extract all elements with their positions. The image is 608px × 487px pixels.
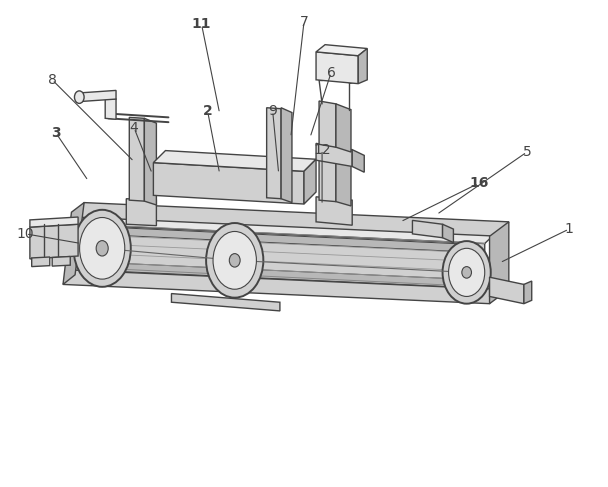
Polygon shape xyxy=(319,101,336,147)
Text: 7: 7 xyxy=(300,15,308,29)
Polygon shape xyxy=(443,224,454,243)
Text: 1: 1 xyxy=(565,222,573,236)
Polygon shape xyxy=(126,199,156,225)
Polygon shape xyxy=(267,108,281,199)
Polygon shape xyxy=(316,143,352,167)
Polygon shape xyxy=(358,49,367,84)
Polygon shape xyxy=(130,117,144,201)
Polygon shape xyxy=(352,150,364,172)
Polygon shape xyxy=(75,203,509,236)
Ellipse shape xyxy=(443,241,491,304)
Polygon shape xyxy=(87,226,472,252)
Polygon shape xyxy=(63,270,498,304)
Polygon shape xyxy=(75,224,485,294)
Polygon shape xyxy=(304,159,316,204)
Polygon shape xyxy=(412,221,443,238)
Polygon shape xyxy=(30,217,78,227)
Text: 16: 16 xyxy=(469,176,488,190)
Polygon shape xyxy=(316,197,352,225)
Ellipse shape xyxy=(80,218,125,279)
Polygon shape xyxy=(153,163,304,204)
Ellipse shape xyxy=(74,210,131,287)
Polygon shape xyxy=(489,277,524,304)
Polygon shape xyxy=(336,104,351,152)
Text: 9: 9 xyxy=(268,104,277,118)
Text: 4: 4 xyxy=(130,121,139,135)
Text: 10: 10 xyxy=(17,227,35,241)
Polygon shape xyxy=(105,98,116,119)
Polygon shape xyxy=(144,118,156,205)
Ellipse shape xyxy=(74,91,84,103)
Ellipse shape xyxy=(449,248,485,297)
Polygon shape xyxy=(87,262,472,288)
Text: 2: 2 xyxy=(202,104,212,118)
Polygon shape xyxy=(489,222,509,304)
Polygon shape xyxy=(32,257,50,266)
Polygon shape xyxy=(81,91,116,101)
Polygon shape xyxy=(171,294,280,311)
Polygon shape xyxy=(316,52,358,84)
Ellipse shape xyxy=(213,231,257,289)
Polygon shape xyxy=(153,150,316,171)
Text: 6: 6 xyxy=(326,66,336,79)
Text: 5: 5 xyxy=(522,145,531,159)
Polygon shape xyxy=(336,157,351,206)
Text: 3: 3 xyxy=(51,126,61,140)
Ellipse shape xyxy=(206,223,263,298)
Ellipse shape xyxy=(96,241,108,256)
Polygon shape xyxy=(30,224,78,259)
Ellipse shape xyxy=(462,266,471,278)
Polygon shape xyxy=(63,203,84,284)
Polygon shape xyxy=(316,45,367,56)
Polygon shape xyxy=(52,257,71,266)
Ellipse shape xyxy=(229,254,240,267)
Text: 11: 11 xyxy=(192,18,212,32)
Text: 8: 8 xyxy=(48,73,57,87)
Polygon shape xyxy=(75,210,500,244)
Polygon shape xyxy=(319,155,336,202)
Text: 12: 12 xyxy=(313,143,331,157)
Polygon shape xyxy=(524,281,532,304)
Polygon shape xyxy=(281,108,292,203)
